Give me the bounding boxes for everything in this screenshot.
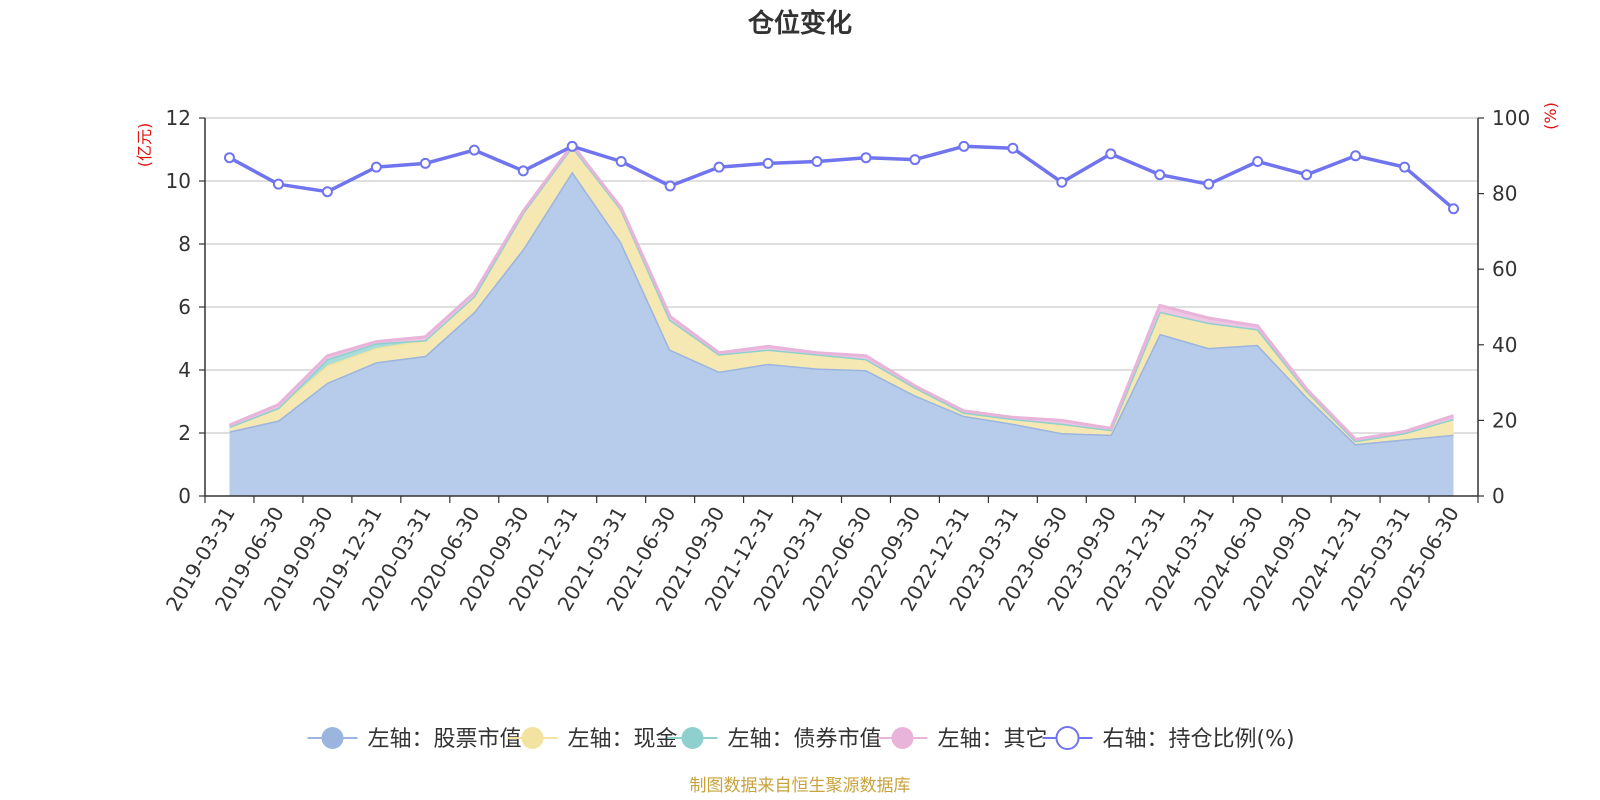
left-tick-label: 4: [178, 358, 191, 382]
right-tick-label: 60: [1492, 257, 1517, 281]
area-line-左轴：其它: [228, 143, 1454, 441]
right-axis-unit: (%): [1541, 102, 1560, 130]
area-左轴：股票市值: [229, 171, 1454, 496]
area-左轴：现金: [229, 146, 1454, 445]
right-tick-label: 20: [1492, 408, 1517, 432]
legend-marker: [681, 727, 704, 749]
ratio-point: [419, 157, 431, 169]
ratio-point: [1350, 150, 1362, 162]
ratio-point: [1301, 169, 1313, 181]
legend: 左轴：股票市值 左轴：现金 左轴：债券市值 左轴：其它 右轴：持仓比例(%): [307, 726, 1295, 752]
ratio-point: [860, 152, 872, 164]
ratio-point: [1056, 176, 1068, 188]
legend-item: 左轴：债券市值: [667, 727, 882, 752]
legend-label: 左轴：其它: [938, 727, 1048, 752]
ratio-point: [1203, 178, 1215, 190]
right-tick-label: 100: [1492, 106, 1530, 130]
ratio-point: [1154, 169, 1166, 181]
right-tick-label: 0: [1492, 484, 1505, 508]
right-tick-label: 80: [1492, 182, 1517, 206]
legend-item: 左轴：现金: [507, 727, 678, 752]
ratio-point: [370, 161, 382, 173]
ratio-point: [1252, 155, 1264, 167]
ratio-point: [713, 161, 725, 173]
ratio-point: [762, 157, 774, 169]
ratio-point: [1448, 203, 1460, 215]
left-tick-label: 2: [178, 421, 191, 445]
left-axis-unit: (亿元): [135, 123, 154, 168]
legend-marker: [321, 727, 344, 749]
ratio-point: [664, 180, 676, 192]
left-tick-label: 10: [166, 169, 191, 193]
ratio-point: [566, 140, 578, 152]
ratio-point: [272, 178, 284, 190]
ratio-point: [223, 152, 235, 164]
legend-marker: [521, 727, 544, 749]
ratio-point: [909, 154, 921, 166]
ratio-line: [228, 144, 1455, 211]
ratio-point: [517, 165, 529, 177]
legend-label: 右轴：持仓比例(%): [1103, 727, 1295, 752]
left-tick-label: 8: [178, 232, 191, 256]
legend-label: 左轴：股票市值: [368, 727, 522, 752]
data-source-note: 制图数据来自恒生聚源数据库: [690, 776, 911, 796]
ratio-point: [1007, 142, 1019, 154]
ratio-line-layer: [223, 140, 1460, 215]
ratio-point: [615, 155, 627, 167]
legend-item: 左轴：股票市值: [307, 727, 522, 752]
ratio-point: [1399, 161, 1411, 173]
ratio-point: [468, 144, 480, 156]
legend-label: 左轴：债券市值: [728, 727, 882, 752]
legend-marker: [1055, 726, 1080, 750]
ratio-point: [321, 186, 333, 198]
ratio-point: [811, 155, 823, 167]
legend-marker: [891, 727, 914, 749]
chart-title: 仓位变化: [747, 8, 852, 39]
area-layer: [228, 143, 1454, 496]
left-tick-label: 12: [166, 106, 191, 130]
legend-item: 左轴：其它: [877, 727, 1048, 752]
legend-label: 左轴：现金: [568, 727, 678, 752]
legend-item: 右轴：持仓比例(%): [1042, 726, 1295, 752]
area-line-左轴：股票市值: [229, 170, 1454, 446]
left-tick-label: 6: [178, 295, 191, 319]
ratio-point: [958, 140, 970, 152]
ratio-point: [1105, 148, 1117, 160]
left-tick-label: 0: [178, 484, 191, 508]
right-tick-label: 40: [1492, 333, 1517, 357]
